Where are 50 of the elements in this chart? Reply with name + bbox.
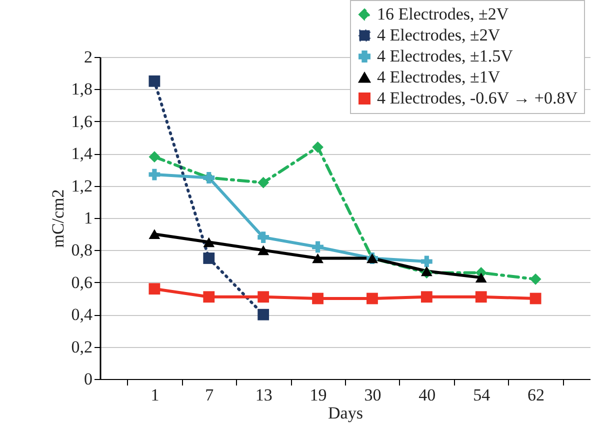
point: [530, 273, 542, 285]
x-tick-label: 1: [150, 386, 160, 404]
point: [312, 292, 324, 304]
x-tick-label: 19: [310, 386, 327, 404]
point: [203, 252, 215, 264]
point: [475, 291, 487, 303]
x-tick-label: 13: [255, 386, 272, 404]
point: [148, 283, 160, 295]
y-tick-label: 0,8: [71, 240, 92, 260]
point: [366, 292, 378, 304]
point: [312, 141, 324, 153]
point: [475, 272, 487, 283]
x-tick-label: 30: [364, 386, 382, 404]
legend-label: 4 Electrodes, ±2V: [377, 26, 501, 44]
point: [420, 291, 432, 303]
y-tick-label: 0,6: [71, 272, 92, 292]
y-axis-title: mC/cm2: [48, 189, 68, 248]
y-tick-label: 0,4: [71, 305, 93, 324]
legend-label: 4 Electrodes, ±1.5V: [377, 46, 514, 66]
point: [203, 291, 215, 303]
y-tick-label: 0: [84, 370, 92, 388]
point: [148, 75, 160, 87]
point: [312, 253, 324, 264]
point: [148, 229, 160, 240]
point: [420, 256, 432, 268]
y-tick-label: 1,4: [71, 144, 93, 164]
y-tick-label: 2: [84, 48, 92, 66]
legend-label: 16 Electrodes, ±2V: [377, 4, 510, 24]
y-tick-label: 1: [84, 208, 92, 228]
x-axis-title: Days: [328, 404, 363, 422]
y-tick-label: 1,2: [71, 176, 92, 196]
x-tick-label: 40: [418, 386, 436, 404]
point: [530, 292, 542, 304]
point: [258, 176, 270, 188]
x-tick-label: 7: [205, 386, 214, 404]
point: [203, 237, 215, 248]
y-tick-label: 0,2: [71, 337, 92, 356]
point: [258, 308, 270, 320]
y-tick-label: 1,8: [71, 80, 92, 99]
point: [148, 151, 160, 163]
point: [148, 168, 160, 180]
point: [258, 245, 270, 256]
point: [258, 232, 270, 244]
point: [312, 241, 324, 253]
point: [258, 291, 270, 303]
legend-label: 4 Electrodes, -0.6V → +0.8V: [377, 88, 578, 108]
x-tick-label: 62: [528, 386, 545, 404]
legend-label: 4 Electrodes, ±1V: [377, 68, 501, 86]
y-tick-label: 1,6: [71, 112, 92, 131]
x-tick-label: 54: [473, 386, 491, 404]
